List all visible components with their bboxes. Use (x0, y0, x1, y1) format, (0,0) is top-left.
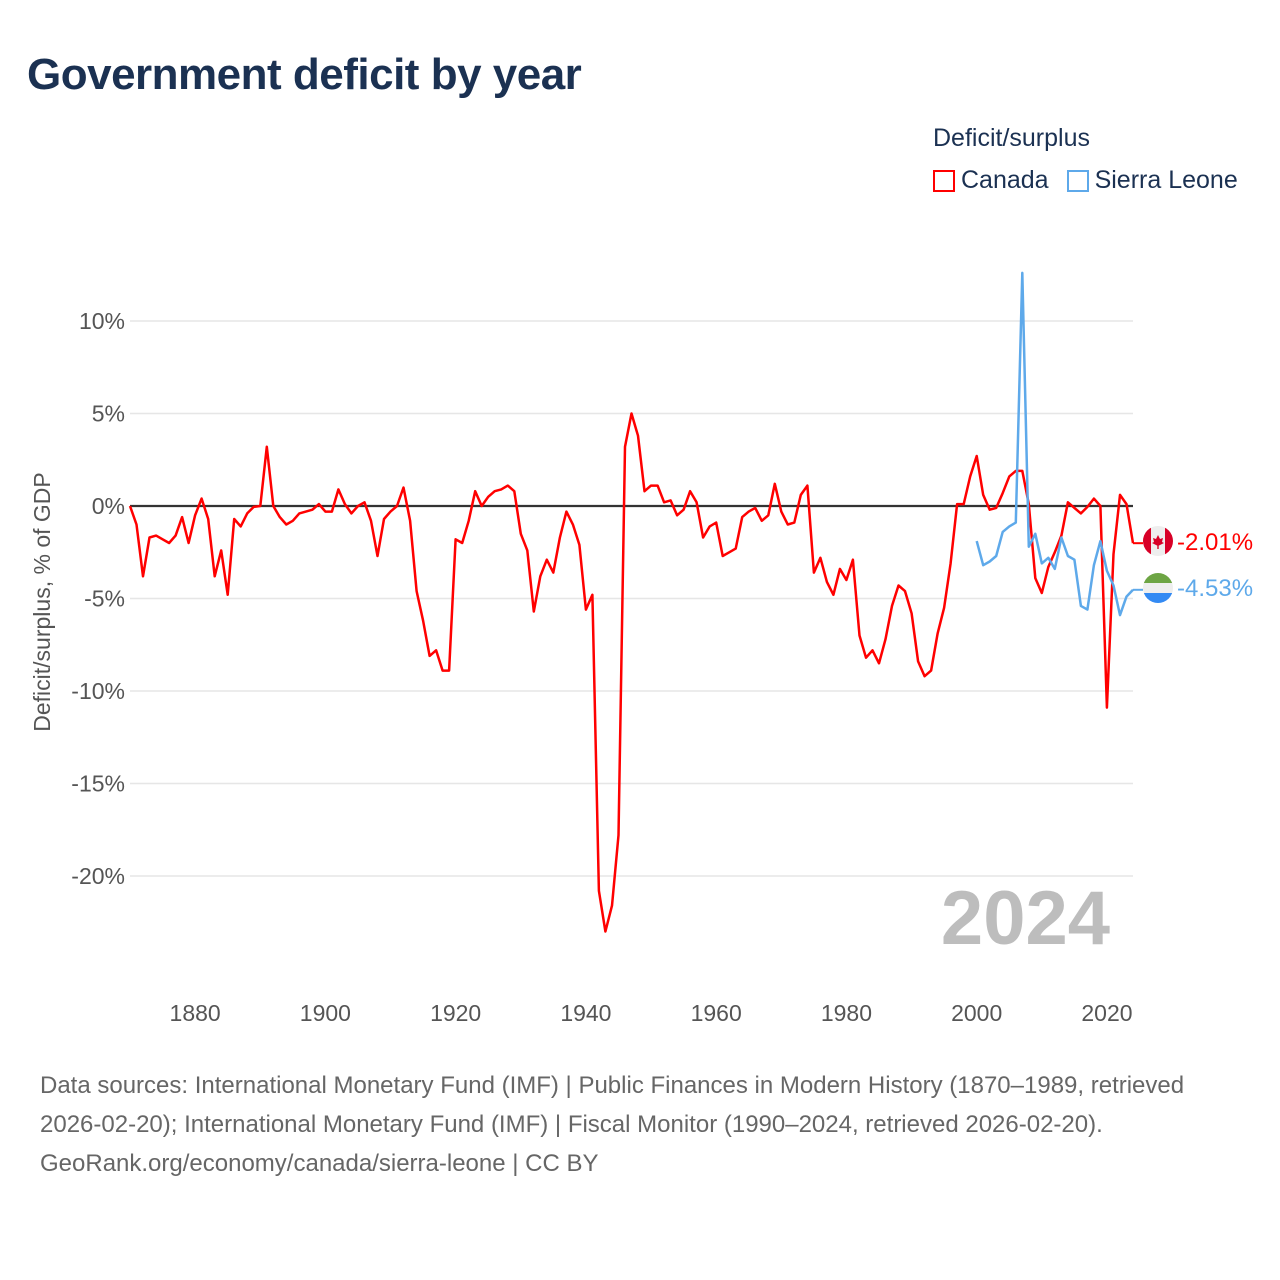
y-tick-label: 0% (92, 493, 125, 519)
sierra-leone-end-value: -4.53% (1177, 575, 1253, 602)
x-tick-label: 1900 (300, 1000, 351, 1026)
y-axis-label: Deficit/surplus, % of GDP (29, 472, 55, 731)
y-tick-label: -5% (84, 586, 125, 612)
series-line-canada[interactable] (128, 412, 1135, 933)
x-tick-label: 2020 (1081, 1000, 1132, 1026)
y-tick-label: 10% (79, 308, 125, 334)
legend-label-canada: Canada (961, 166, 1049, 194)
legend-swatch-sierra-leone (1066, 169, 1089, 192)
legend-title: Deficit/surplus (933, 124, 1090, 152)
x-tick-label: 1920 (430, 1000, 481, 1026)
legend-item-canada[interactable]: Canada (933, 166, 1049, 195)
y-tick-label: -15% (71, 771, 125, 797)
source-link[interactable]: GeoRank.org/economy/canada/sierra-leone … (40, 1150, 599, 1177)
series-line-sierra-leone[interactable] (975, 271, 1134, 617)
data-sources: Data sources: International Monetary Fun… (40, 1072, 1185, 1138)
x-tick-label: 1880 (170, 1000, 221, 1026)
legend-item-sierra-leone[interactable]: Sierra Leone (1066, 166, 1238, 195)
y-tick-label: 5% (92, 401, 125, 427)
year-watermark: 2024 (941, 876, 1110, 961)
canada-end-value: -2.01% (1177, 529, 1253, 556)
x-tick-label: 1940 (560, 1000, 611, 1026)
chart-title: Government deficit by year (27, 50, 582, 99)
legend-label-sierra-leone: Sierra Leone (1094, 166, 1238, 194)
legend: Canada Sierra Leone (933, 166, 1238, 195)
sierra-leone-flag-icon (1143, 573, 1173, 603)
x-tick-label: 1980 (821, 1000, 872, 1026)
x-tick-label: 1960 (691, 1000, 742, 1026)
canada-flag-icon (1143, 526, 1173, 556)
y-tick-label: -20% (71, 863, 125, 889)
footer: Data sources: International Monetary Fun… (40, 1066, 1240, 1183)
legend-swatch-canada (933, 169, 955, 192)
x-tick-label: 2000 (951, 1000, 1002, 1026)
y-tick-label: -10% (71, 678, 125, 704)
